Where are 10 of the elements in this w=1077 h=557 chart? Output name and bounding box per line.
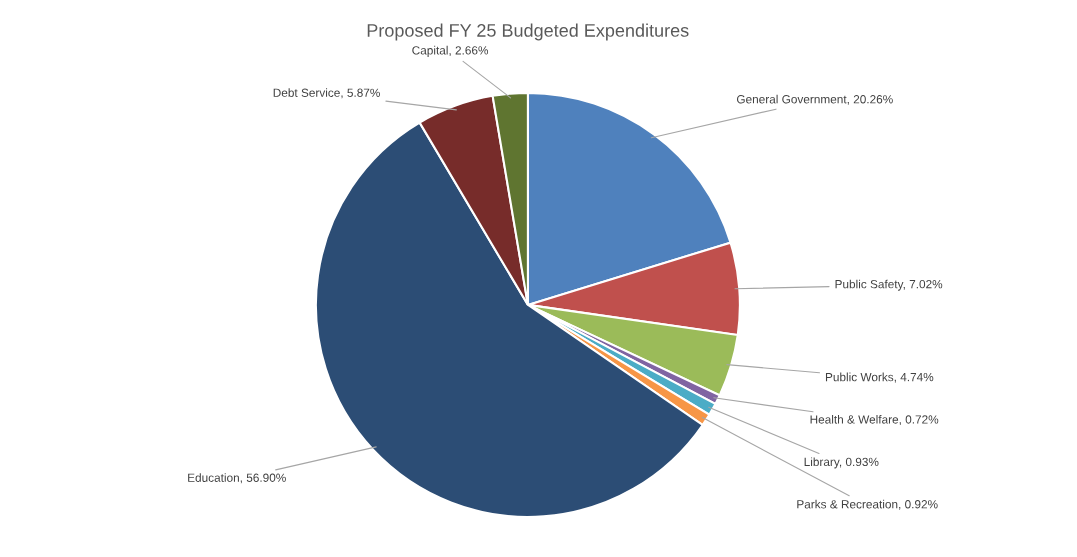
slice-label: Public Works, 4.74%	[825, 372, 934, 383]
slice-label: General Government, 20.26%	[736, 94, 893, 105]
chart-title: Proposed FY 25 Budgeted Expenditures	[367, 23, 689, 41]
slice-label: Education, 56.90%	[188, 473, 286, 484]
slice-label: Debt Service, 5.87%	[273, 88, 380, 99]
slice-label: Library, 0.93%	[804, 457, 879, 469]
slice-label: Health & Welfare, 0.72%	[810, 414, 939, 426]
slice-label: Capital, 2.66%	[412, 45, 489, 57]
slice-label: Public Safety, 7.02%	[835, 279, 943, 291]
slice-label: Parks & Recreation, 0.92%	[797, 499, 938, 510]
